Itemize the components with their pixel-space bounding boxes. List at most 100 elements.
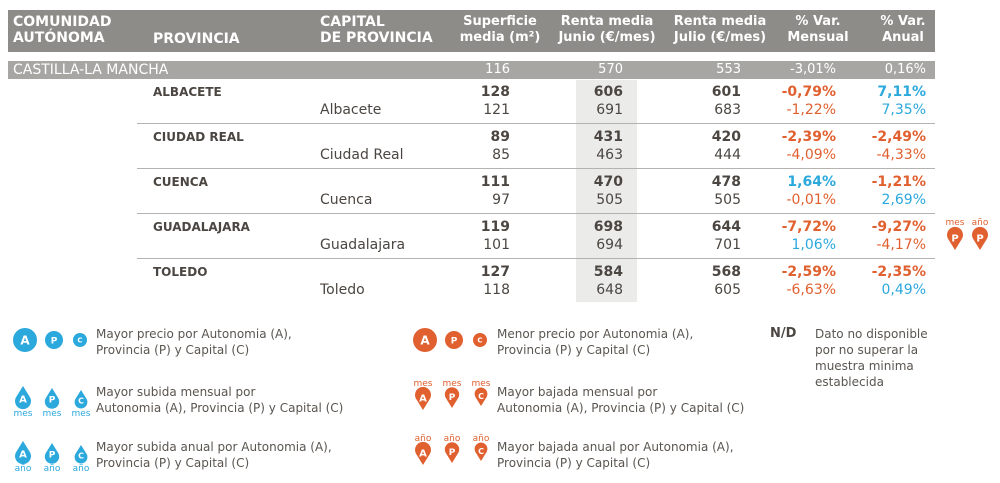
capital-value: 694 (596, 237, 623, 253)
province-name: CUENCA (153, 175, 208, 189)
capital-value: 97 (492, 192, 510, 208)
legend-text: Provincia (P) y Capital (C) (96, 456, 250, 470)
icon-sub: mes (71, 409, 91, 419)
icon-letter: P (49, 451, 56, 461)
icon: P (972, 226, 988, 250)
header-label: Anual (882, 30, 924, 45)
province-value: 128 (480, 84, 510, 100)
capital-value: -4,09% (786, 147, 836, 163)
header-label: % Var. (880, 14, 926, 29)
province-value: 601 (711, 84, 741, 100)
row-separator (137, 213, 935, 214)
icon-shape (45, 331, 63, 349)
header-label: DE PROVINCIA (320, 30, 433, 46)
province-value: -1,21% (871, 174, 926, 190)
header-label: COMUNIDAD (13, 14, 112, 30)
icon-shape (415, 386, 431, 410)
icon-sub: mes (42, 409, 62, 419)
icon-shape (474, 442, 488, 461)
header-bar (8, 10, 935, 52)
icon-shape (15, 386, 31, 410)
capital-value: 85 (492, 147, 510, 163)
header-label: Junio (€/mes) (558, 30, 656, 45)
capital-value: 683 (714, 102, 741, 118)
province-value: 584 (593, 264, 623, 280)
header-label: Julio (€/mes) (673, 30, 767, 45)
province-value: 7,11% (877, 84, 926, 100)
province-value: 111 (480, 174, 510, 190)
province-value: 420 (711, 129, 741, 145)
province-value: 1,64% (787, 174, 836, 190)
capital-value: 444 (714, 147, 741, 163)
capital-value: 605 (714, 282, 741, 298)
icon: A (15, 386, 31, 410)
legend-text: Autonomia (A), Provincia (P) y Capital (… (96, 401, 344, 415)
junio-shade (576, 80, 637, 302)
icon-letter: A (419, 448, 427, 459)
legend-text: Autonomia (A), Provincia (P) y Capital (… (497, 401, 745, 415)
icon-letter: C (478, 447, 484, 456)
row-separator (137, 168, 935, 169)
province-name: ALBACETE (153, 85, 222, 99)
province-name: TOLEDO (153, 265, 208, 279)
icon-letter: P (951, 233, 958, 244)
icon-letter: C (78, 451, 84, 460)
province-value: 431 (593, 129, 623, 145)
icon: P (947, 226, 963, 250)
province-value: 698 (593, 219, 623, 235)
legend-text: Menor precio por Autonomia (A), (497, 327, 694, 341)
nd-text: establecida (815, 375, 884, 389)
legend-text: Mayor subida mensual por (96, 385, 256, 399)
capital-value: 0,49% (881, 282, 926, 298)
province-value: 644 (711, 219, 741, 235)
capital-value: 463 (596, 147, 623, 163)
icon-sub: mes (413, 379, 433, 389)
icon-sub: mes (442, 379, 462, 389)
capital-value: 701 (714, 237, 741, 253)
province-value: 470 (593, 174, 623, 190)
icon: A (15, 441, 31, 465)
icon-letter: A (420, 334, 430, 348)
region-value: 0,16% (884, 62, 926, 77)
province-value: -7,72% (781, 219, 836, 235)
province-value: 478 (711, 174, 741, 190)
icon-shape (415, 441, 431, 465)
icon-shape (13, 328, 37, 352)
capital-value: 118 (483, 282, 510, 298)
region-bar (8, 61, 935, 79)
legend-text: Mayor bajada mensual por (497, 385, 658, 399)
header-label: AUTÓNOMA (13, 30, 105, 46)
icon-shape (947, 226, 963, 250)
province-value: -0,79% (781, 84, 836, 100)
icon-letter: A (419, 393, 427, 404)
icon: C (474, 442, 488, 461)
region-value: 116 (485, 62, 510, 77)
capital-name: Toledo (320, 282, 365, 298)
icon-shape (445, 331, 463, 349)
capital-value: 505 (714, 192, 741, 208)
icon-shape (473, 333, 487, 347)
region-name: CASTILLA-LA MANCHA (13, 62, 169, 78)
icon: C (73, 333, 87, 347)
nd-label: N/D (770, 326, 797, 341)
header-label: Superficie (463, 14, 537, 29)
icon: C (474, 387, 488, 406)
header-label: Renta media (673, 14, 767, 29)
province-name: CIUDAD REAL (153, 130, 244, 144)
icon: P (444, 387, 460, 408)
region-value: 570 (598, 62, 623, 77)
icon: P (44, 443, 60, 464)
capital-value: 648 (596, 282, 623, 298)
icon-shape (444, 387, 460, 408)
capital-value: 121 (483, 102, 510, 118)
icon-letter: P (976, 233, 983, 244)
icon-shape (413, 328, 437, 352)
badge-top: mes (945, 218, 965, 228)
province-value: 119 (480, 219, 510, 235)
icon-letter: C (478, 392, 484, 401)
icon-sub: año (43, 464, 61, 474)
icon-shape (474, 387, 488, 406)
icon: C (74, 390, 88, 409)
icon: C (74, 445, 88, 464)
